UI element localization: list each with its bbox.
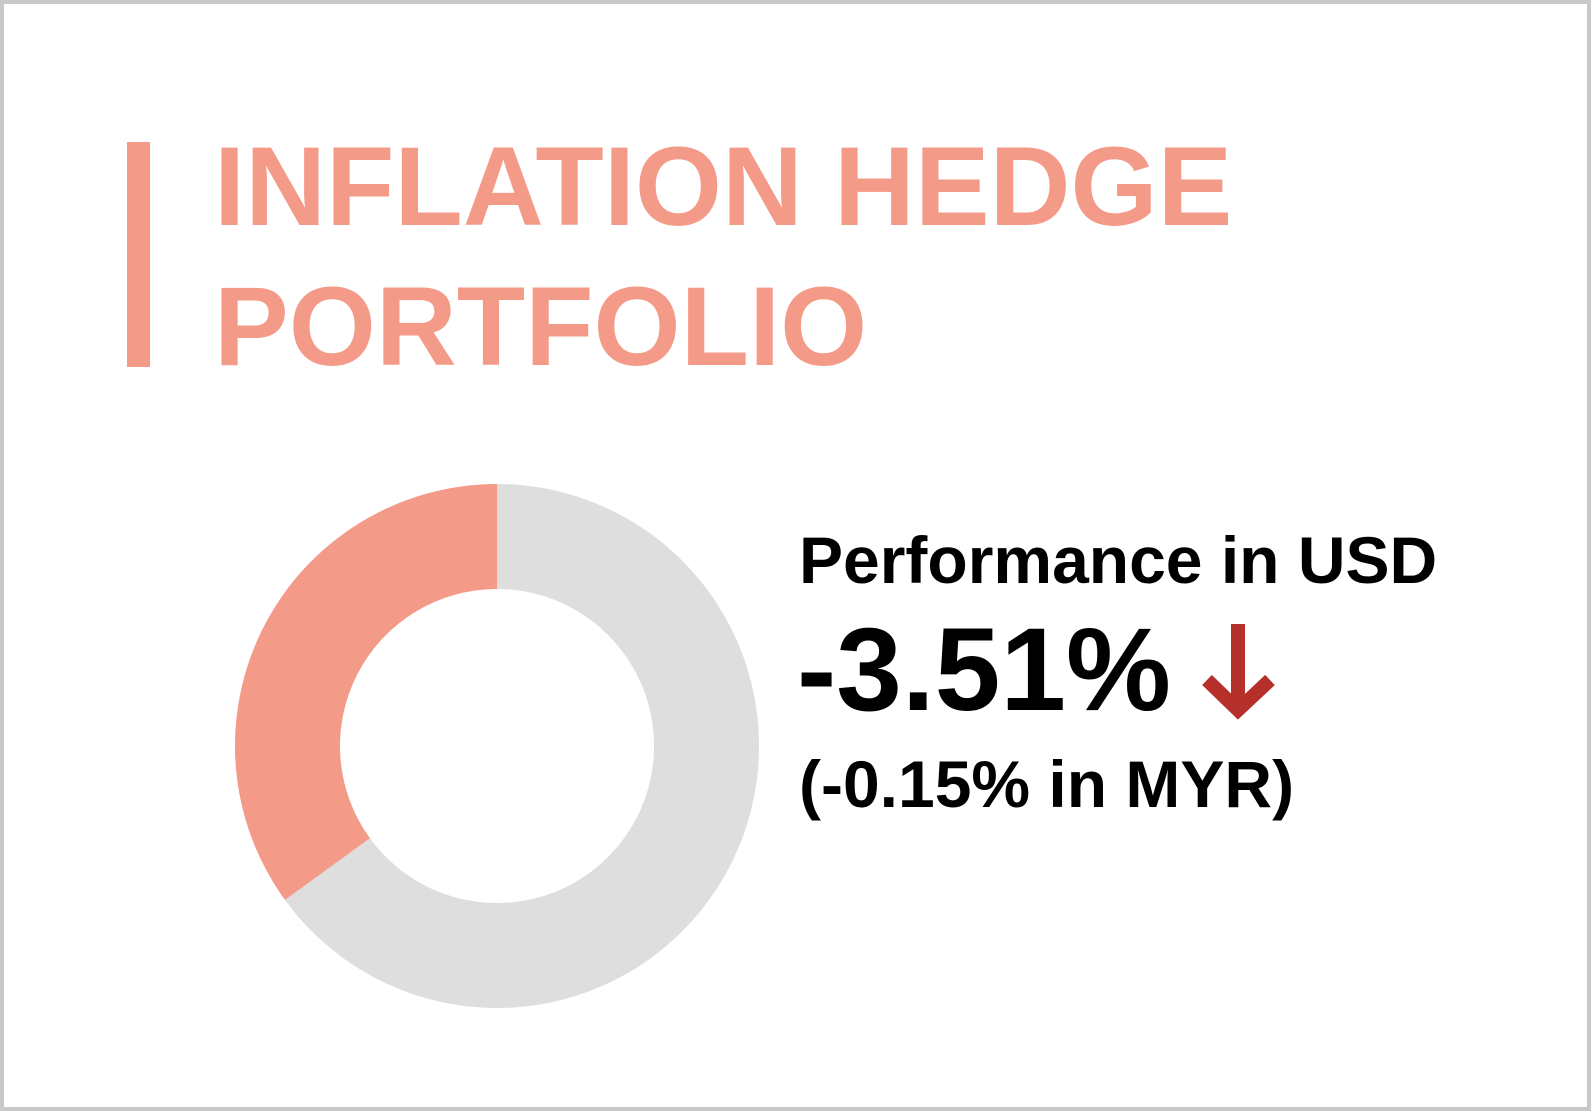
donut-slice — [285, 484, 759, 1008]
accent-bar — [127, 142, 150, 367]
performance-value: -3.51% — [797, 604, 1171, 736]
performance-note: (-0.15% in MYR) — [799, 747, 1294, 821]
performance-label: Performance in USD — [799, 523, 1437, 597]
down-arrow — [1202, 624, 1275, 720]
donut — [234, 484, 759, 1008]
donut-slice — [234, 484, 497, 900]
title-line: PORTFOLIO — [214, 264, 867, 389]
arrow-head — [1202, 674, 1275, 720]
title-line: INFLATION HEDGE — [214, 124, 1232, 249]
